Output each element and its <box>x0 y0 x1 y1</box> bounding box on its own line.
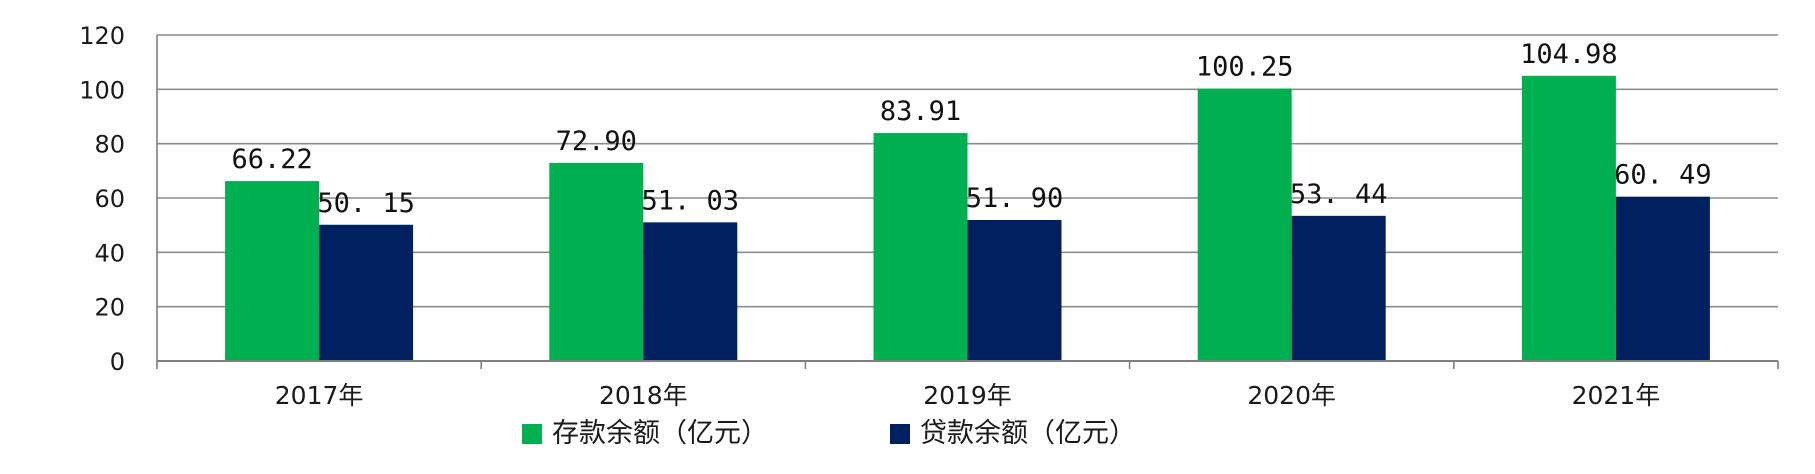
y-tick-label: 60 <box>94 185 125 213</box>
deposit-value-label: 66.22 <box>231 144 312 175</box>
loan-legend-swatch <box>890 424 910 444</box>
deposit-value-label: 100.25 <box>1196 52 1294 83</box>
loan-bar-2019年 <box>967 220 1062 361</box>
y-tick-label: 120 <box>79 22 125 50</box>
deposit-value-label: 104.98 <box>1520 39 1618 70</box>
y-axis-ticks: 0 20 40 60 80 100 120 <box>79 22 125 376</box>
deposit-value-label: 83.91 <box>880 96 961 127</box>
loan-bar-2018年 <box>643 222 738 361</box>
loan-value-label: 53. 44 <box>1290 179 1388 210</box>
deposit-bar-2021年 <box>1521 75 1616 362</box>
x-category-label: 2018年 <box>599 381 688 410</box>
deposit-bar-2017年 <box>225 181 320 361</box>
deposit-value-label: 72.90 <box>556 126 637 157</box>
x-category-label: 2019年 <box>923 381 1012 410</box>
data-labels: 66.22 72.90 83.91 100.25 104.98 50. 15 51. 03 5… <box>231 39 1711 219</box>
x-category-label: 2020年 <box>1247 381 1336 410</box>
y-tick-label: 80 <box>94 131 125 159</box>
loan-value-label: 60. 49 <box>1614 160 1712 191</box>
deposit-bar-2019年 <box>873 133 968 361</box>
x-axis <box>156 35 1779 369</box>
deposit-bar-2020年 <box>1197 88 1292 361</box>
deposit-legend-swatch <box>522 424 542 444</box>
bars <box>225 75 1710 362</box>
x-category-label: 2017年 <box>275 381 364 410</box>
y-tick-label: 0 <box>110 348 125 376</box>
loan-value-label: 51. 90 <box>966 183 1064 214</box>
y-tick-label: 100 <box>79 76 125 104</box>
loan-bar-2017年 <box>319 224 414 361</box>
loan-bar-2021年 <box>1615 196 1710 361</box>
loan-bar-2020年 <box>1291 215 1386 361</box>
deposit-bar-2018年 <box>549 162 644 361</box>
loan-legend-label: 贷款余额（亿元） <box>920 418 1136 449</box>
deposit-legend-label: 存款余额（亿元） <box>552 418 768 449</box>
y-tick-label: 20 <box>94 294 125 322</box>
y-tick-label: 40 <box>94 239 125 267</box>
loan-value-label: 51. 03 <box>642 185 740 216</box>
x-axis-categories: 2017年 2018年 2019年 2020年 2021年 <box>275 381 1660 410</box>
x-category-label: 2021年 <box>1572 381 1661 410</box>
legend: 存款余额（亿元） 贷款余额（亿元） <box>522 418 1136 449</box>
loan-value-label: 50. 15 <box>317 188 415 219</box>
